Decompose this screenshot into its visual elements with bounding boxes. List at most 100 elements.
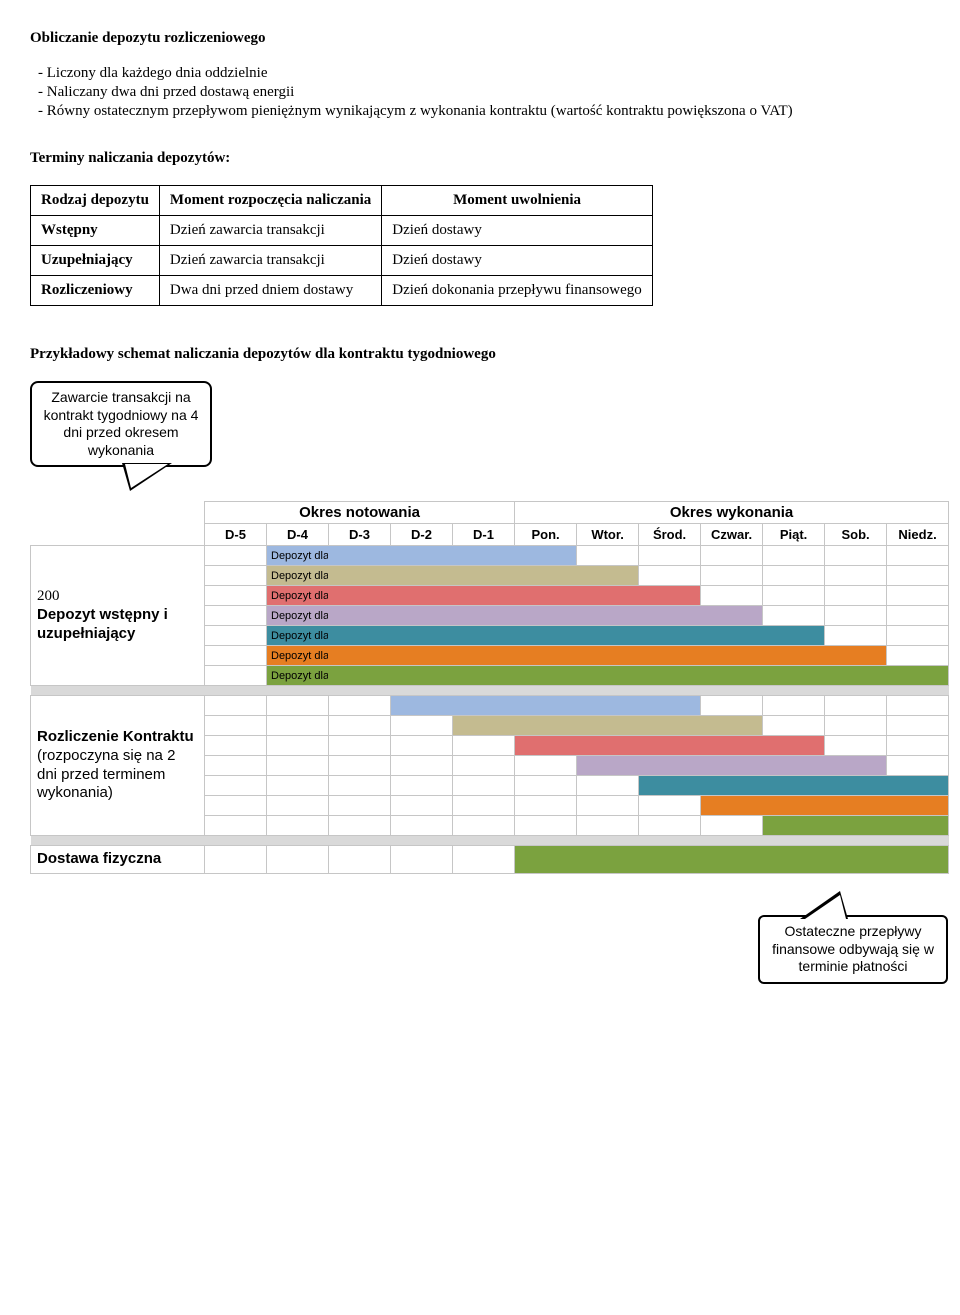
gantt-cell: [577, 796, 639, 816]
gantt-cell: [763, 626, 825, 646]
day-header: Sob.: [825, 524, 887, 546]
gantt-cell: [887, 606, 949, 626]
gantt-cell: [391, 716, 453, 736]
gantt-cell: [205, 586, 267, 606]
gantt-cell: [887, 696, 949, 716]
gantt-cell: [639, 586, 701, 606]
gantt-cell: [577, 846, 639, 874]
def-cell: Rozliczeniowy: [31, 276, 160, 306]
gantt-cell: [329, 816, 391, 836]
gantt-cell: [825, 546, 887, 566]
gantt-cell: [453, 586, 515, 606]
gantt-cell: [577, 736, 639, 756]
gantt-cell: [763, 546, 825, 566]
gantt-cell: [701, 626, 763, 646]
day-header: D-4: [267, 524, 329, 546]
gantt-cell: [639, 566, 701, 586]
gantt-cell: [205, 626, 267, 646]
gantt-cell: [701, 666, 763, 686]
bullet-item: - Naliczany dwa dni przed dostawą energi…: [38, 84, 948, 101]
gantt-cell: [825, 696, 887, 716]
gantt-cell: Depozyt dla: Niedziela: [267, 666, 329, 686]
gantt-cell: [515, 696, 577, 716]
schedule-table: Okres notowaniaOkres wykonaniaD-5D-4D-3D…: [30, 501, 949, 874]
gantt-cell: [825, 776, 887, 796]
gantt-cell: [577, 606, 639, 626]
gantt-cell: [205, 796, 267, 816]
gantt-cell: Depozyt dla: Sobota: [267, 646, 329, 666]
day-header: Pon.: [515, 524, 577, 546]
section-label-settlement: Rozliczenie Kontraktu(rozpoczyna się na …: [31, 696, 205, 836]
gantt-cell: [577, 756, 639, 776]
group-header: Okres notowania: [205, 502, 515, 524]
gantt-cell: [453, 566, 515, 586]
gantt-cell: [267, 716, 329, 736]
gantt-cell: [701, 796, 763, 816]
gantt-cell: [577, 776, 639, 796]
gantt-cell: [453, 776, 515, 796]
gantt-cell: [391, 846, 453, 874]
gantt-cell: [391, 736, 453, 756]
day-header: Czwar.: [701, 524, 763, 546]
bullet-item: - Liczony dla każdego dnia oddzielnie: [38, 65, 948, 82]
gantt-cell: [329, 546, 391, 566]
gantt-cell: [515, 716, 577, 736]
gantt-cell: [887, 646, 949, 666]
gantt-cell: [515, 756, 577, 776]
def-cell: Dwa dni przed dniem dostawy: [159, 276, 381, 306]
gantt-cell: [453, 606, 515, 626]
gantt-cell: [329, 666, 391, 686]
gantt-cell: [763, 606, 825, 626]
gantt-cell: [639, 696, 701, 716]
gantt-cell: [391, 756, 453, 776]
gantt-cell: [763, 696, 825, 716]
gantt-cell: [701, 586, 763, 606]
gantt-cell: [701, 716, 763, 736]
gantt-cell: [887, 586, 949, 606]
gantt-cell: [515, 736, 577, 756]
day-header: D-1: [453, 524, 515, 546]
gantt-cell: [515, 606, 577, 626]
gantt-cell: [701, 566, 763, 586]
gantt-cell: [763, 666, 825, 686]
terms-heading: Terminy naliczania depozytów:: [30, 150, 948, 167]
gantt-cell: [639, 666, 701, 686]
gantt-cell: [825, 846, 887, 874]
gantt-cell: [763, 796, 825, 816]
gantt-cell: [577, 696, 639, 716]
gantt-cell: [329, 736, 391, 756]
gantt-cell: [577, 546, 639, 566]
gantt-cell: [887, 626, 949, 646]
gantt-cell: [887, 546, 949, 566]
gantt-cell: [391, 776, 453, 796]
gantt-cell: [763, 846, 825, 874]
gantt-cell: [329, 696, 391, 716]
gantt-cell: [205, 776, 267, 796]
gantt-cell: Depozyt dla: Piątek: [267, 626, 329, 646]
gantt-cell: [887, 776, 949, 796]
gantt-cell: [515, 646, 577, 666]
page-title: Obliczanie depozytu rozliczeniowego: [30, 30, 948, 47]
gantt-cell: [329, 776, 391, 796]
gantt-cell: [267, 756, 329, 776]
gantt-cell: [453, 626, 515, 646]
gantt-cell: [391, 586, 453, 606]
gantt-cell: [701, 816, 763, 836]
gantt-cell: [515, 666, 577, 686]
gantt-cell: [887, 796, 949, 816]
gantt-cell: [267, 776, 329, 796]
gantt-cell: [515, 846, 577, 874]
gantt-cell: [701, 736, 763, 756]
schedule-heading: Przykładowy schemat naliczania depozytów…: [30, 346, 948, 363]
gantt-cell: [329, 646, 391, 666]
gantt-cell: [763, 566, 825, 586]
gantt-cell: [205, 546, 267, 566]
gantt-cell: [577, 586, 639, 606]
gantt-cell: [205, 716, 267, 736]
gantt-cell: [391, 816, 453, 836]
gantt-cell: [887, 816, 949, 836]
gantt-cell: [453, 736, 515, 756]
gantt-cell: [577, 646, 639, 666]
gantt-cell: [639, 736, 701, 756]
gantt-cell: [639, 626, 701, 646]
